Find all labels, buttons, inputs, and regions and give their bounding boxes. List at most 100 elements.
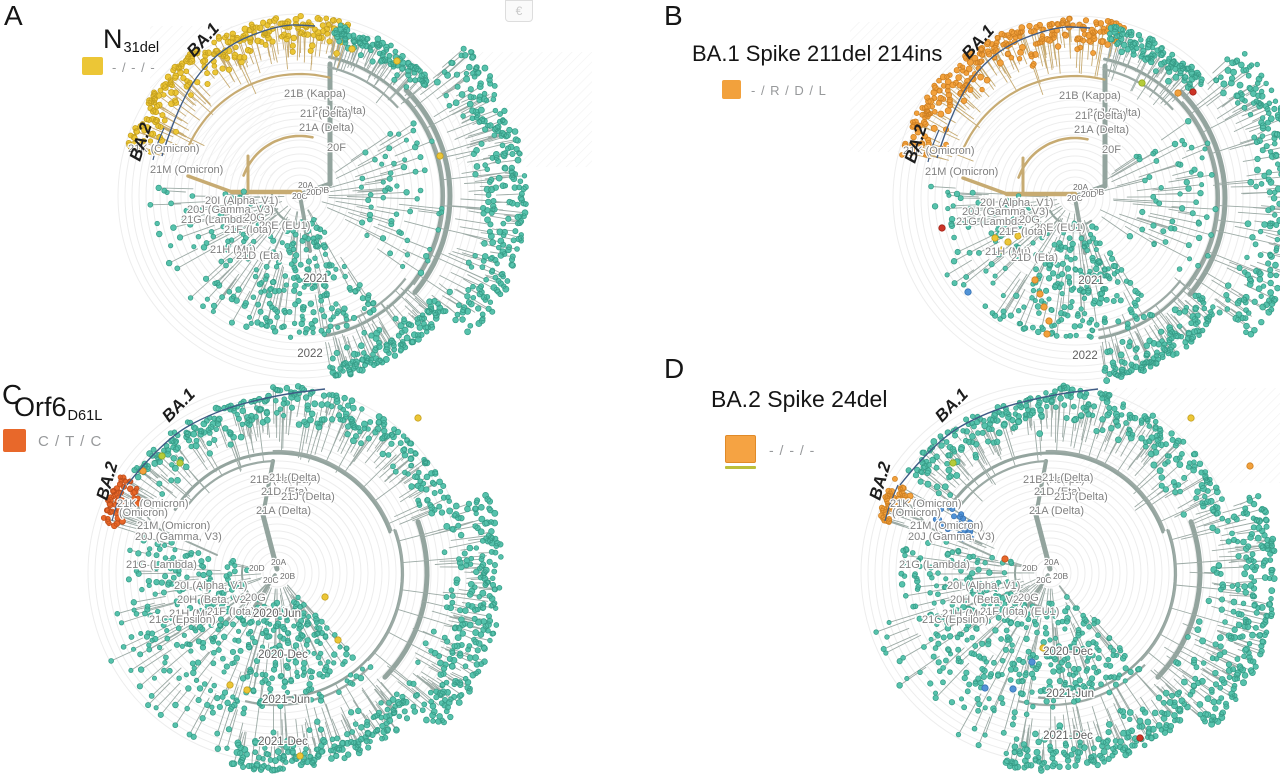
- highlighted-sample-dot[interactable]: [1028, 658, 1036, 666]
- clade-label[interactable]: 20H (Beta, V2): [949, 593, 1024, 608]
- clade-label[interactable]: 20G: [244, 591, 267, 606]
- highlighted-sample-dot[interactable]: [226, 681, 234, 689]
- clade-label[interactable]: 20A: [1072, 181, 1090, 194]
- highlighted-sample-dot[interactable]: [393, 57, 401, 65]
- clade-label[interactable]: 21G (Lambda): [898, 558, 971, 573]
- clade-label[interactable]: 20B: [1052, 570, 1070, 583]
- highlighted-sample-dot[interactable]: [158, 452, 166, 460]
- clade-label[interactable]: 20J (Gamma, V3): [186, 203, 275, 218]
- clade-label[interactable]: 20A: [270, 556, 288, 569]
- clade-label[interactable]: 21C (Epsilon): [921, 613, 990, 628]
- highlighted-sample-dot[interactable]: [1189, 88, 1197, 96]
- clade-label[interactable]: 21M (Omicron): [136, 519, 212, 534]
- highlighted-sample-dot[interactable]: [1045, 317, 1053, 325]
- clade-label[interactable]: 20B: [279, 570, 297, 583]
- highlighted-sample-dot[interactable]: [1187, 414, 1195, 422]
- highlighted-sample-dot[interactable]: [296, 752, 304, 760]
- clade-label[interactable]: 21J (Delta): [1086, 106, 1142, 121]
- clade-label[interactable]: 21B (Kappa): [283, 87, 347, 102]
- clade-label[interactable]: 20C: [1035, 574, 1053, 587]
- clade-label[interactable]: 20J (Gamma, V3): [134, 530, 223, 545]
- highlighted-sample-dot[interactable]: [436, 152, 444, 160]
- clade-label[interactable]: 21G (Lambda): [955, 215, 1028, 230]
- clade-label[interactable]: 21I (Delta): [1041, 471, 1095, 486]
- highlighted-sample-dot[interactable]: [139, 467, 147, 475]
- clade-label[interactable]: 21K (Omicron): [902, 144, 976, 159]
- highlighted-sample-dot[interactable]: [1036, 290, 1044, 298]
- clade-label[interactable]: 21F (Iota): [223, 223, 273, 238]
- clade-label[interactable]: 20I (Alpha, V1): [204, 194, 280, 209]
- clade-label[interactable]: 21K (Omicron): [127, 142, 201, 157]
- clade-label[interactable]: 20C: [1066, 192, 1084, 205]
- highlighted-sample-dot[interactable]: [243, 686, 251, 694]
- highlighted-sample-dot[interactable]: [1174, 89, 1182, 97]
- clade-label[interactable]: 21B (Kappa): [249, 473, 313, 488]
- clade-label[interactable]: 20B: [1088, 186, 1106, 199]
- clade-label[interactable]: 21G (Lambda): [180, 213, 253, 228]
- highlighted-sample-dot[interactable]: [1246, 462, 1254, 470]
- highlighted-sample-dot[interactable]: [1031, 276, 1039, 284]
- clade-label[interactable]: 21H (Mu): [168, 607, 216, 622]
- clade-label[interactable]: 20G: [1017, 591, 1040, 606]
- clade-label[interactable]: 20C: [291, 190, 309, 203]
- highlighted-sample-dot[interactable]: [949, 459, 957, 467]
- clade-label[interactable]: 21F (Iota) (EU1): [979, 605, 1061, 620]
- clade-label[interactable]: 21A (Delta): [255, 504, 313, 519]
- clade-label[interactable]: 20B: [313, 184, 331, 197]
- clade-label[interactable]: 20E (EU1): [1033, 221, 1087, 236]
- clade-label[interactable]: 20G: [243, 211, 266, 226]
- clade-label[interactable]: 21D (Eta): [1033, 485, 1083, 500]
- clade-label[interactable]: 20A: [1043, 556, 1061, 569]
- clade-label[interactable]: 20I (Alpha, V1): [173, 579, 249, 594]
- clade-label[interactable]: (Omicron): [891, 506, 942, 521]
- highlighted-sample-dot[interactable]: [991, 234, 999, 242]
- clade-label[interactable]: 21D (Eta): [235, 249, 285, 264]
- highlighted-sample-dot[interactable]: [1009, 685, 1017, 693]
- clade-label[interactable]: 21H (Mu): [209, 243, 257, 258]
- highlighted-sample-dot[interactable]: [998, 246, 1006, 254]
- clade-label[interactable]: 21B (Kappa): [1022, 473, 1086, 488]
- clade-label[interactable]: 21J (Delta): [1053, 490, 1109, 505]
- clade-label[interactable]: 21J (Delta): [280, 490, 336, 505]
- highlighted-sample-dot[interactable]: [321, 593, 329, 601]
- clade-label[interactable]: 20F: [326, 141, 348, 156]
- clade-label[interactable]: 21I (Delta): [268, 471, 322, 486]
- clade-label[interactable]: 20J (Gamma, V3): [961, 205, 1050, 220]
- reset-zoom-button[interactable]: €: [505, 0, 533, 22]
- clade-label[interactable]: 21G (Lambda): [125, 558, 198, 573]
- clade-label[interactable]: 21J (Delta): [311, 104, 367, 119]
- clade-label[interactable]: 20D: [1080, 188, 1098, 201]
- clade-label[interactable]: 20I (Alpha, V1): [979, 196, 1055, 211]
- clade-label[interactable]: 21F (Iota) (EU1): [206, 605, 288, 620]
- highlighted-sample-dot[interactable]: [1014, 232, 1022, 240]
- clade-label[interactable]: 20C: [262, 574, 280, 587]
- clade-label[interactable]: 21F (Iota): [998, 225, 1048, 240]
- clade-label[interactable]: 20A: [297, 179, 315, 192]
- clade-label[interactable]: 20H (Beta, V2): [176, 593, 251, 608]
- highlighted-sample-dot[interactable]: [1039, 644, 1047, 652]
- clade-label[interactable]: 20E (EU1): [258, 219, 312, 234]
- clade-label[interactable]: 21M (Omicron): [924, 165, 1000, 180]
- clade-label[interactable]: 21I (Delta): [299, 107, 353, 122]
- highlighted-sample-dot[interactable]: [1001, 555, 1009, 563]
- highlighted-sample-dot[interactable]: [1138, 79, 1146, 87]
- clade-label[interactable]: 21M (Omicron): [149, 163, 225, 178]
- clade-label[interactable]: 21A (Delta): [1028, 504, 1086, 519]
- clade-label[interactable]: 20D: [248, 562, 266, 575]
- clade-label[interactable]: 21H (Mu): [941, 607, 989, 622]
- clade-label[interactable]: 21K (Omicron): [889, 497, 963, 512]
- clade-label[interactable]: 21A (Delta): [298, 121, 356, 136]
- clade-label[interactable]: 21B (Kappa): [1058, 89, 1122, 104]
- clade-label[interactable]: 21D (Eta): [260, 485, 310, 500]
- highlighted-sample-dot[interactable]: [348, 45, 356, 53]
- clade-label[interactable]: 20J (Gamma, V3): [907, 530, 996, 545]
- clade-label[interactable]: 21D (Eta): [1010, 251, 1060, 266]
- highlighted-sample-dot[interactable]: [981, 684, 989, 692]
- clade-label[interactable]: 21K (Omicron): [116, 497, 190, 512]
- clade-label[interactable]: 21A (Delta): [1073, 123, 1131, 138]
- clade-label[interactable]: (Omicron): [118, 506, 169, 521]
- clade-label[interactable]: 20D: [305, 186, 323, 199]
- clade-label[interactable]: 20D: [1021, 562, 1039, 575]
- clade-label[interactable]: 21C (Epsilon): [148, 613, 217, 628]
